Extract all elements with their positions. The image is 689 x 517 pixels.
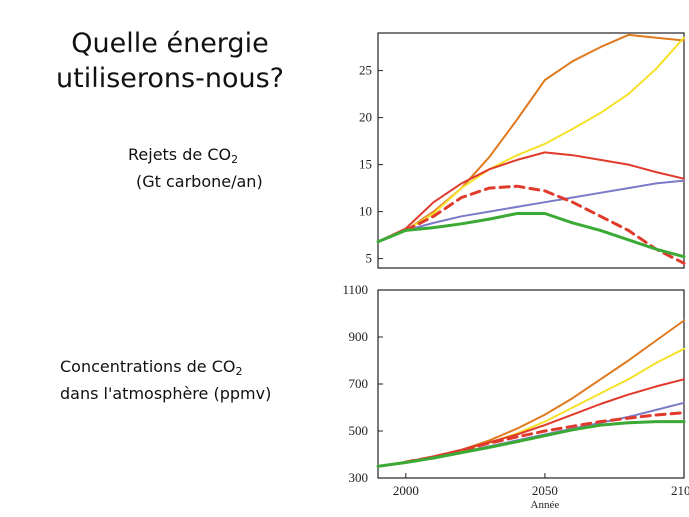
series-line-5 xyxy=(404,411,686,464)
page-title: Quelle énergie utiliserons-nous? xyxy=(20,26,320,96)
series-line-2 xyxy=(377,347,685,468)
series-line-4 xyxy=(377,179,685,243)
series-line-2 xyxy=(377,36,685,243)
series-line-1 xyxy=(377,319,685,468)
plot-frame xyxy=(377,289,685,479)
plot-frame xyxy=(377,32,685,269)
x-tick-label: 2050 xyxy=(532,483,558,498)
series-line-5 xyxy=(404,184,686,265)
series-line-3 xyxy=(377,151,685,243)
concentration-chart-label: Concentrations de CO2 dans l'atmosphère … xyxy=(60,356,271,405)
chart-2: 300 500 700 900 1100 2000 2050 2100 Année xyxy=(342,282,689,511)
y-tick-label: 1100 xyxy=(342,282,368,297)
concentration-label-subscript: 2 xyxy=(235,365,243,378)
concentration-label-unit: dans l'atmosphère (ppmv) xyxy=(60,384,272,403)
y-tick-label: 900 xyxy=(349,329,369,344)
title-line-1: Quelle énergie xyxy=(71,28,269,59)
emissions-label-subscript: 2 xyxy=(231,153,239,166)
series-line-6 xyxy=(376,420,686,468)
emissions-chart-label: Rejets de CO2 (Gt carbone/an) xyxy=(128,144,263,193)
x-axis-label: Année xyxy=(531,499,560,511)
y-tick-label: 15 xyxy=(359,157,372,172)
y-tick-label: 700 xyxy=(349,376,369,391)
y-tick-label: 5 xyxy=(366,251,373,266)
emissions-label-prefix: Rejets de CO xyxy=(128,145,232,164)
series-line-6 xyxy=(376,212,686,259)
concentration-label-prefix: Concentrations de CO xyxy=(60,357,236,376)
y-tick-label: 10 xyxy=(359,204,372,219)
emissions-label-unit: (Gt carbone/an) xyxy=(136,172,263,191)
series-line-1 xyxy=(377,33,685,243)
chart-1: 5 10 15 20 25 xyxy=(359,32,686,269)
y-tick-label: 25 xyxy=(359,63,372,78)
title-line-2: utiliserons-nous? xyxy=(56,63,284,94)
x-tick-label: 2100 xyxy=(671,483,689,498)
x-tick-label: 2000 xyxy=(393,483,419,498)
y-tick-label: 20 xyxy=(359,110,372,125)
y-tick-label: 300 xyxy=(349,470,369,485)
y-tick-label: 500 xyxy=(349,423,369,438)
